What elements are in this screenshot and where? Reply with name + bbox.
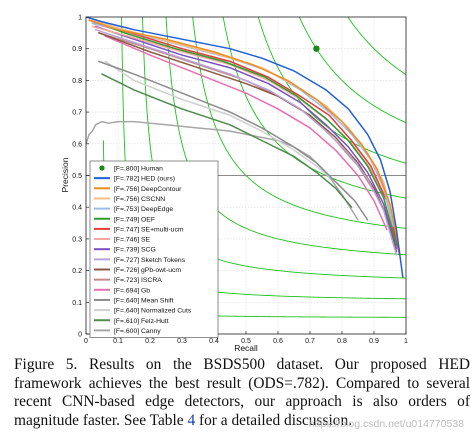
y-axis-label: Precision xyxy=(60,157,70,192)
legend-label: [F=.723] ISCRA xyxy=(114,277,162,284)
x-tick-label: 0 xyxy=(84,338,88,345)
figure-label: Figure 5. xyxy=(14,356,78,373)
y-tick-label: 0.1 xyxy=(72,300,82,307)
caption-text-2: for a detailed discussion. xyxy=(195,411,353,429)
y-tick-label: 0.2 xyxy=(72,268,82,275)
legend: [F=.800] Human [F=.782] HED (ours) [F=.756… xyxy=(89,160,219,338)
legend-box xyxy=(89,160,219,338)
legend-label: [F=.753] DeepEdge xyxy=(114,206,173,213)
legend-label: [F=.756] CSCNN xyxy=(114,196,165,203)
y-tick-label: 0.6 xyxy=(72,141,82,148)
legend-label: [F=.747] SE+multi-ucm xyxy=(114,226,184,233)
y-tick-label: 0.5 xyxy=(72,173,82,180)
x-tick-label: 0.5 xyxy=(241,338,251,345)
caption-text-1: Results on the BSDS500 dataset. Our prop… xyxy=(14,356,471,429)
legend-label: [F=.739] SCG xyxy=(114,247,156,254)
legend-label: [F=.749] OEF xyxy=(114,216,155,223)
y-tick-label: 0.8 xyxy=(72,78,82,85)
legend-label: [F=.800] Human xyxy=(114,166,163,173)
legend-label: [F=.756] DeepContour xyxy=(114,186,182,193)
series-line xyxy=(86,17,404,278)
y-tick-label: 0.3 xyxy=(72,236,82,243)
legend-label: [F=.600] Canny xyxy=(114,328,161,335)
legend-marker xyxy=(99,165,105,171)
x-tick-label: 1 xyxy=(404,338,408,345)
x-tick-label: 0.7 xyxy=(305,338,315,345)
watermark-text: https://blog.csdn.net/u014770538 xyxy=(308,418,464,430)
series-line xyxy=(104,35,388,231)
axis-ticks: 0 0.1 0.2 0.3 0.4 0.5 0.6 0.7 0.8 0.9 1 0 0.1 0.2 0.3 0… xyxy=(72,15,408,346)
legend-label: [F=.726] gPb-owt-ucm xyxy=(114,267,181,274)
legend-label: [F=.746] SE xyxy=(114,237,151,244)
human-marker xyxy=(313,45,320,52)
y-tick-label: 0.9 xyxy=(72,46,82,53)
legend-label: [F=.640] Mean Shift xyxy=(114,297,174,304)
legend-label: [F=.610] Felz-Hutt xyxy=(114,318,169,325)
iso-f-contour xyxy=(298,17,406,124)
series-line xyxy=(98,32,398,253)
x-tick-label: 0.6 xyxy=(273,338,283,345)
series-line xyxy=(98,60,369,221)
iso-f-contour xyxy=(347,17,406,76)
y-tick-label: 0 xyxy=(78,332,82,339)
precision-recall-chart: 0 0.1 0.2 0.3 0.4 0.5 0.6 0.7 0.8 0.9 1 0 0.1 0.2 0.3 0… xyxy=(60,15,408,353)
x-tick-label: 0.9 xyxy=(369,338,379,345)
x-axis-label: Recall xyxy=(234,343,258,352)
x-tick-label: 0.4 xyxy=(209,338,219,345)
x-tick-label: 0.3 xyxy=(177,338,187,345)
y-tick-label: 0.7 xyxy=(72,110,82,117)
series-line xyxy=(94,28,398,256)
y-tick-label: 1 xyxy=(78,15,82,22)
series-line xyxy=(94,25,398,250)
series-line xyxy=(101,73,353,208)
table-reference-link[interactable]: 4 xyxy=(187,411,196,429)
y-tick-label: 0.4 xyxy=(72,205,82,212)
legend-label: [F=.640] Normalized Cuts xyxy=(114,308,192,315)
legend-label: [F=.727] Sketch Tokens xyxy=(114,257,186,264)
legend-label: [F=.694] Gb xyxy=(114,287,150,294)
legend-label: [F=.782] HED (ours) xyxy=(114,176,175,183)
human-point xyxy=(313,45,320,52)
series-line xyxy=(88,19,398,246)
series-lines xyxy=(86,17,404,278)
series-line xyxy=(104,60,353,199)
iso-f-contour xyxy=(192,17,406,229)
x-tick-label: 0.1 xyxy=(113,338,123,345)
x-tick-label: 0.2 xyxy=(145,338,155,345)
x-tick-label: 0.8 xyxy=(337,338,347,345)
series-line xyxy=(91,22,401,256)
series-line xyxy=(88,19,401,253)
figure-caption: Figure 5. Results on the BSDS500 dataset… xyxy=(14,356,470,430)
